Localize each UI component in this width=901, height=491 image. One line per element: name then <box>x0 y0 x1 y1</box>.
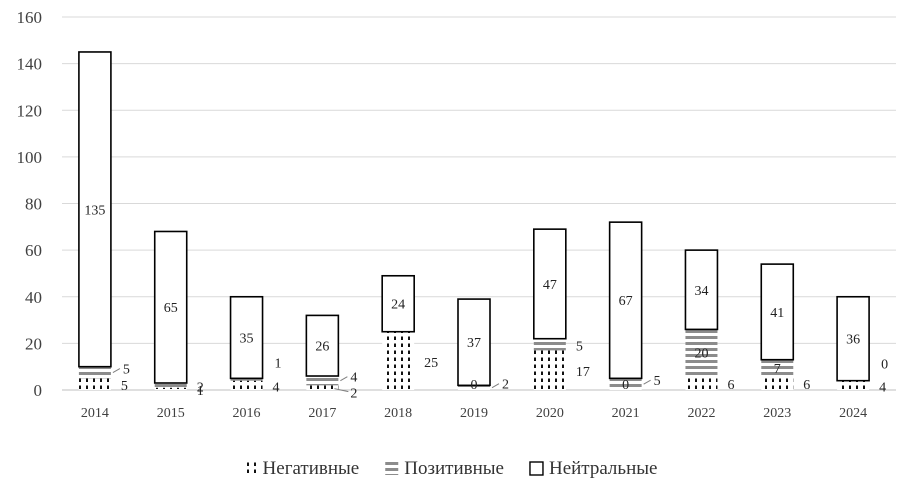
data-label-bg <box>232 329 261 346</box>
bar-positive <box>533 338 566 351</box>
data-label: 35 <box>240 332 254 347</box>
bar-negative <box>78 378 111 390</box>
x-tick-label: 2023 <box>763 406 791 421</box>
gridlines <box>62 16 896 391</box>
bar-positive <box>78 366 111 379</box>
y-axis-ticks: 0 20 40 60 80 100 120 140 160 <box>17 8 43 400</box>
y-tick-label: 0 <box>34 381 43 400</box>
data-label-bg <box>535 275 564 292</box>
x-tick-label: 2022 <box>687 406 715 421</box>
data-label: 5 <box>654 374 661 389</box>
bar-positive <box>761 359 794 377</box>
data-label: 37 <box>467 336 481 351</box>
data-label-bg <box>839 330 868 347</box>
y-tick-label: 60 <box>25 241 42 260</box>
label-leader-line <box>334 388 349 393</box>
data-label-bg <box>687 281 716 298</box>
data-label: 5 <box>576 340 583 355</box>
x-tick-label: 2024 <box>839 406 867 421</box>
data-label: 67 <box>619 294 633 309</box>
data-label: 34 <box>694 284 708 299</box>
x-tick-label: 2021 <box>612 406 640 421</box>
data-label: 1 <box>197 384 204 399</box>
y-tick-label: 100 <box>17 148 43 167</box>
bar-negative <box>154 387 187 390</box>
bar-negative <box>685 376 718 390</box>
legend-label-negative: Негативные <box>263 458 360 479</box>
legend-swatch-negative <box>243 462 257 475</box>
x-tick-label: 2017 <box>308 406 336 421</box>
legend-swatch-neutral <box>529 461 544 476</box>
bar-positive <box>609 378 642 390</box>
data-label: 0 <box>471 378 478 393</box>
bar-positive <box>685 329 718 377</box>
data-label: 2 <box>350 387 357 402</box>
data-label-bg <box>763 303 792 320</box>
data-label: 41 <box>770 306 784 321</box>
data-label: 0 <box>622 378 629 393</box>
y-tick-label: 20 <box>25 334 42 353</box>
data-label: 1 <box>275 357 282 372</box>
data-label: 5 <box>123 363 130 378</box>
data-label: 36 <box>846 333 860 348</box>
x-tick-label: 2014 <box>81 406 109 421</box>
data-label-bg <box>460 334 488 351</box>
bar-negative <box>837 380 870 390</box>
bar-positive <box>458 385 490 390</box>
y-tick-label: 80 <box>25 195 42 214</box>
x-tick-label: 2018 <box>384 406 412 421</box>
bar-negative <box>533 350 566 390</box>
data-label-bg <box>80 201 109 218</box>
legend-label-positive: Позитивные <box>404 458 504 479</box>
bar-negative <box>230 380 263 390</box>
y-tick-label: 160 <box>17 8 43 27</box>
label-leader-line <box>112 368 121 373</box>
label-leader-line <box>491 383 500 389</box>
data-label: 0 <box>881 358 888 373</box>
y-tick-label: 40 <box>25 288 42 307</box>
data-label: 24 <box>391 298 405 313</box>
x-tick-label: 2019 <box>460 406 488 421</box>
data-label-bg <box>156 299 185 316</box>
data-label: 6 <box>727 378 734 393</box>
x-tick-label: 2016 <box>233 406 261 421</box>
y-tick-label: 120 <box>17 101 43 120</box>
bar-negative <box>761 376 794 390</box>
x-axis-ticks: 2014 2015 2016 2017 2018 2019 2020 2021 2022 2023… <box>81 406 867 421</box>
data-label: 26 <box>315 340 329 355</box>
data-label: 135 <box>84 203 105 218</box>
data-label: 17 <box>576 365 590 380</box>
data-label: 2 <box>197 380 204 395</box>
bar-positive <box>306 376 339 386</box>
data-label-bg <box>308 337 337 354</box>
x-tick-label: 2020 <box>536 406 564 421</box>
data-label-bg <box>384 295 413 312</box>
bar-negative <box>382 331 415 390</box>
data-label: 7 <box>774 362 781 377</box>
data-label: 5 <box>121 379 128 394</box>
data-label-bg <box>611 292 640 309</box>
data-label: 2 <box>502 378 509 393</box>
data-label: 25 <box>424 356 438 371</box>
x-tick-label: 2015 <box>157 406 185 421</box>
data-label: 4 <box>350 371 357 386</box>
data-label: 65 <box>164 301 178 316</box>
data-label: 4 <box>273 380 280 395</box>
bar-positive <box>230 378 263 381</box>
legend-label-neutral: Нейтральные <box>549 458 657 479</box>
label-leader-line <box>643 379 651 385</box>
legend-swatch-positive <box>385 462 399 475</box>
bar-negative <box>306 385 339 390</box>
data-label: 47 <box>543 278 557 293</box>
bar-positive <box>154 383 187 388</box>
data-label: 20 <box>694 347 708 362</box>
data-label: 6 <box>803 378 810 393</box>
legend: Негативные Позитивные Нейтральные <box>243 458 657 479</box>
label-leader-line <box>340 376 348 382</box>
y-tick-label: 140 <box>17 55 43 74</box>
data-label: 4 <box>879 380 886 395</box>
